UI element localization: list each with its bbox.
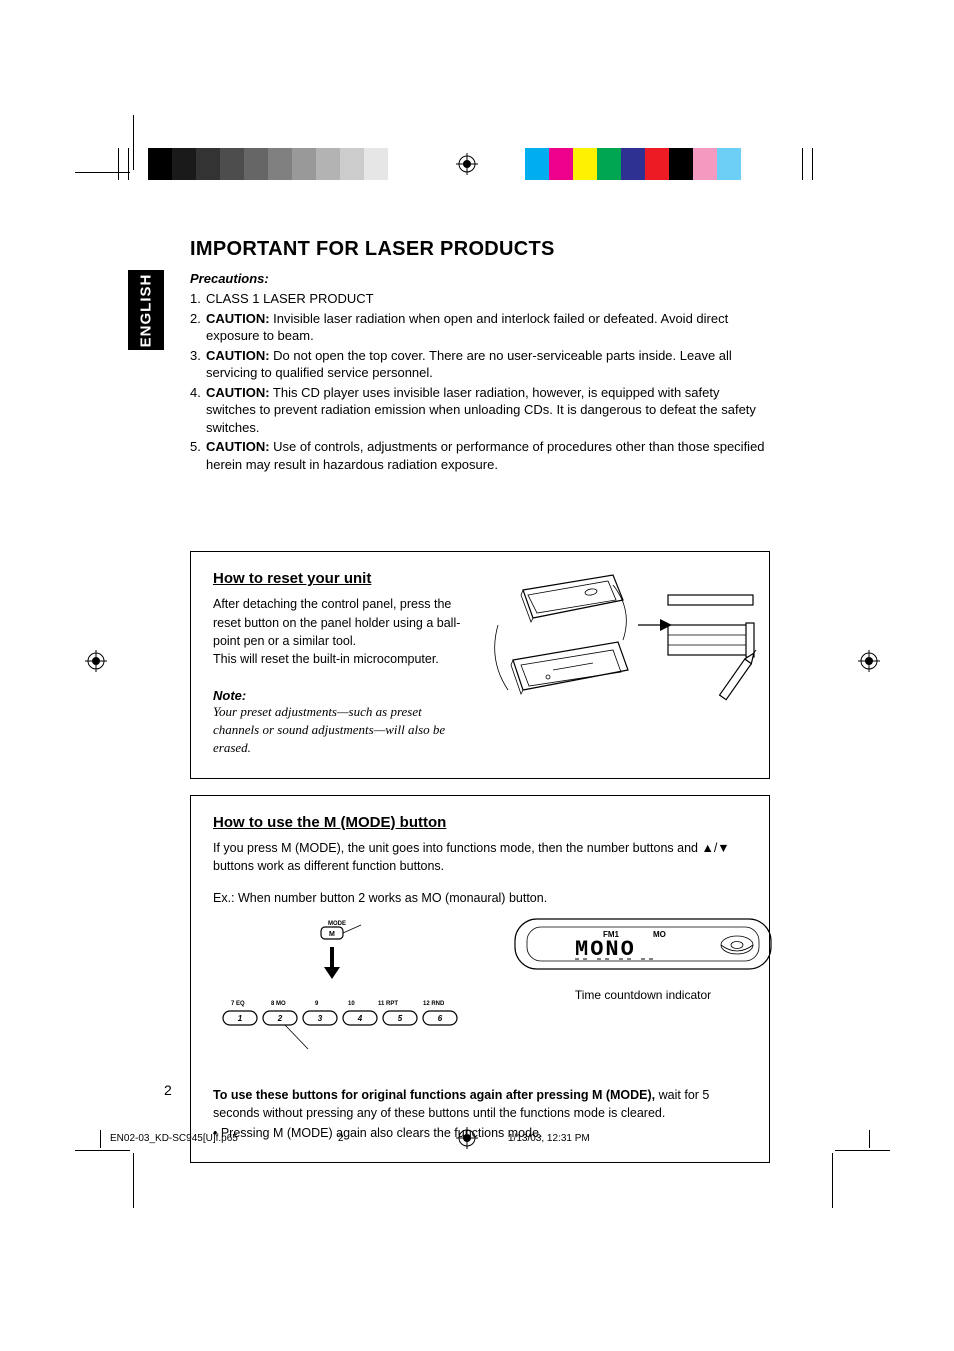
svg-text:12 RND: 12 RND xyxy=(423,1001,445,1007)
print-colorbar-gray xyxy=(148,148,388,180)
crop-mark xyxy=(812,148,813,180)
svg-text:10: 10 xyxy=(348,1001,355,1007)
crop-mark xyxy=(118,148,119,180)
precautions-list: 1.CLASS 1 LASER PRODUCT 2.CAUTION: Invisi… xyxy=(190,290,770,473)
svg-text:9: 9 xyxy=(315,1001,319,1007)
mode-box: How to use the M (MODE) button If you pr… xyxy=(190,795,770,1164)
precautions-heading: Precautions: xyxy=(190,271,770,286)
svg-text:7 EQ: 7 EQ xyxy=(231,1001,245,1007)
display-mono-text: MΟNO xyxy=(575,937,653,962)
crop-mark xyxy=(128,148,129,180)
language-tab: ENGLISH xyxy=(128,270,164,350)
registration-mark-icon xyxy=(456,153,478,175)
text-bold: To use these buttons for original functi… xyxy=(213,1088,655,1102)
svg-text:1: 1 xyxy=(238,1014,243,1023)
imprint-date: 1/13/03, 12:31 PM xyxy=(508,1133,590,1144)
reset-paragraph: After detaching the control panel, press… xyxy=(213,595,463,649)
crop-mark xyxy=(832,1153,833,1208)
precaution-item: 5.CAUTION: Use of controls, adjustments … xyxy=(190,438,770,473)
language-label: ENGLISH xyxy=(138,273,155,347)
svg-text:MΟNO: MΟNO xyxy=(575,937,636,962)
print-colorbar-color xyxy=(525,148,765,180)
svg-text:11 RPT: 11 RPT xyxy=(378,1001,398,1007)
registration-mark-icon xyxy=(858,650,880,672)
crop-mark xyxy=(802,148,803,180)
display-mo: MO xyxy=(653,930,666,939)
reset-box: How to reset your unit After detaching t… xyxy=(190,551,770,778)
text: If you press M (MODE), the unit goes int… xyxy=(213,841,701,855)
up-down-triangles-icon: ▲/▼ xyxy=(701,841,729,855)
mode-label: MODE xyxy=(328,921,346,927)
note-body: Your preset adjustments—such as preset c… xyxy=(213,703,463,758)
page-title: IMPORTANT FOR LASER PRODUCTS xyxy=(190,238,770,261)
note-heading: Note: xyxy=(213,688,463,703)
precaution-item: 1.CLASS 1 LASER PRODUCT xyxy=(190,290,770,308)
svg-text:6: 6 xyxy=(438,1014,443,1023)
page-number: 2 xyxy=(164,1082,172,1098)
page-content: IMPORTANT FOR LASER PRODUCTS Precautions… xyxy=(190,238,770,1163)
mode-example: Ex.: When number button 2 works as MO (m… xyxy=(213,889,747,907)
imprint-bar: EN02-03_KD-SC945[U]f.p65 2 1/13/03, 12:3… xyxy=(100,1130,870,1160)
imprint-page: 2 xyxy=(338,1133,344,1144)
mode-buttons-illustration: MODE M 7 EQ 8 MO 9 10 11 RPT 12 RND xyxy=(213,917,473,1062)
svg-text:2: 2 xyxy=(277,1014,283,1023)
display-caption: Time countdown indicator xyxy=(513,988,773,1002)
registration-mark-icon xyxy=(85,650,107,672)
precaution-item: 2.CAUTION: Invisible laser radiation whe… xyxy=(190,310,770,345)
crop-mark xyxy=(75,172,130,173)
crop-mark xyxy=(133,115,134,170)
display-illustration: FM1 MO MΟNO xyxy=(513,917,773,977)
mode-footer: To use these buttons for original functi… xyxy=(213,1086,747,1122)
reset-paragraph: This will reset the built-in microcomput… xyxy=(213,650,463,668)
mode-heading: How to use the M (MODE) button xyxy=(213,814,747,831)
svg-text:8 MO: 8 MO xyxy=(271,1001,286,1007)
crop-mark xyxy=(133,1153,134,1208)
mode-paragraph: If you press M (MODE), the unit goes int… xyxy=(213,839,747,875)
svg-text:4: 4 xyxy=(357,1014,363,1023)
precaution-item: 3.CAUTION: Do not open the top cover. Th… xyxy=(190,347,770,382)
svg-text:M: M xyxy=(329,931,335,938)
reset-heading: How to reset your unit xyxy=(213,570,463,587)
svg-text:3: 3 xyxy=(318,1014,323,1023)
imprint-file: EN02-03_KD-SC945[U]f.p65 xyxy=(110,1133,238,1144)
reset-illustration xyxy=(483,570,763,757)
precaution-item: 4.CAUTION: This CD player uses invisible… xyxy=(190,384,770,437)
text: buttons work as different function butto… xyxy=(213,859,444,873)
svg-text:5: 5 xyxy=(398,1014,403,1023)
